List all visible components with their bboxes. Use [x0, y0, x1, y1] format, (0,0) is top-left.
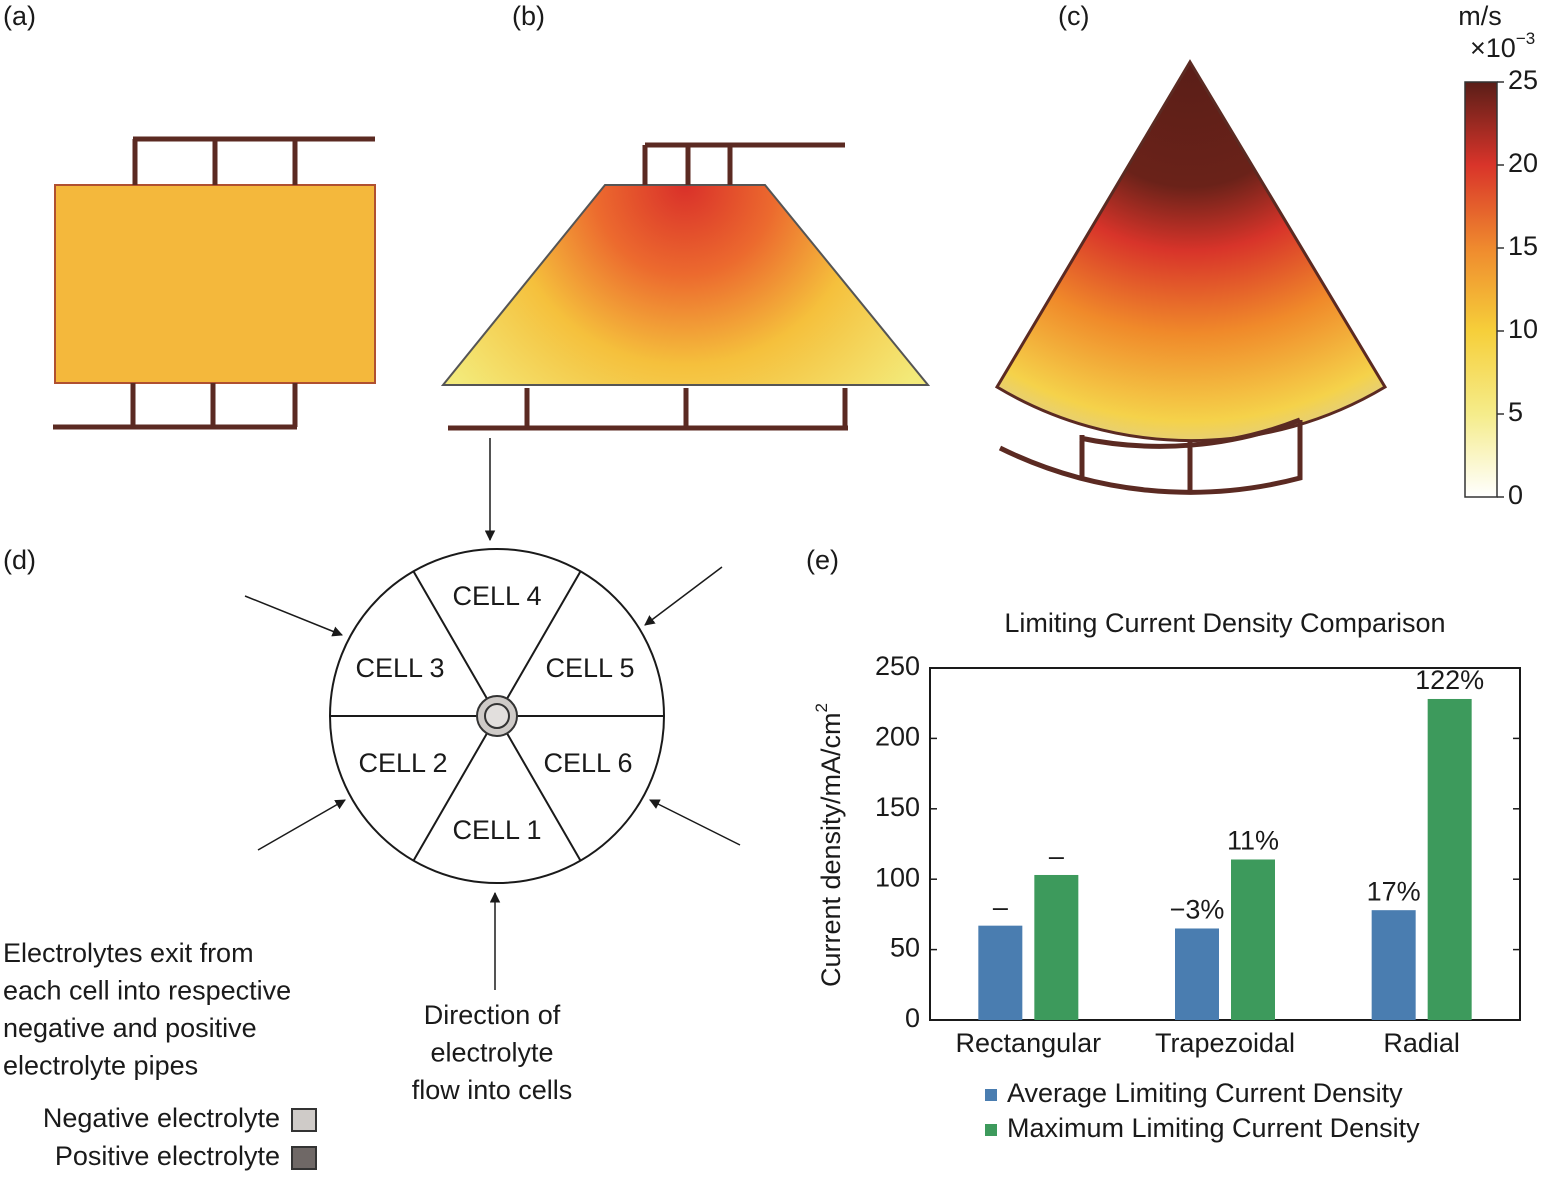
change-label: 11% — [1227, 826, 1279, 856]
legend-swatch — [291, 1108, 317, 1132]
cell-diagram — [244, 438, 741, 990]
y-axis-label: Current density/mA/cm2 — [812, 703, 846, 987]
cell-label: CELL 6 — [543, 748, 632, 778]
colorbar-tick-label: 15 — [1508, 231, 1538, 261]
y-tick-label: 0 — [905, 1003, 920, 1033]
x-tick-label: Rectangular — [956, 1028, 1102, 1058]
legend-label: Average Limiting Current Density — [1007, 1078, 1403, 1108]
change-label: −3% — [1170, 895, 1225, 925]
y-tick-label: 50 — [890, 933, 920, 963]
colorbar-multiplier: ×10−3 — [1470, 29, 1535, 63]
y-tick-label: 200 — [875, 722, 920, 752]
cell-label: CELL 1 — [452, 815, 541, 845]
change-label: 122% — [1415, 665, 1484, 695]
change-label: 17% — [1367, 876, 1421, 906]
pipes — [998, 417, 1303, 495]
panel-label: (c) — [1058, 1, 1089, 31]
x-tick-label: Trapezoidal — [1155, 1028, 1295, 1058]
colorbar-tick-label: 20 — [1508, 148, 1538, 178]
exit-note: electrolyte pipes — [3, 1051, 198, 1081]
y-axis-label-text: Current density/mA/cm — [816, 712, 846, 987]
trapezoid-cell — [440, 184, 931, 386]
panel-label: (e) — [806, 545, 839, 575]
panel-label: (d) — [3, 545, 36, 575]
x-tick-label: Radial — [1383, 1028, 1460, 1058]
colorbar-tick-label: 0 — [1508, 480, 1523, 510]
pipes — [448, 142, 848, 431]
legend-swatch — [291, 1146, 317, 1170]
bar — [1231, 859, 1275, 1020]
cell-label: CELL 3 — [355, 653, 444, 683]
y-tick-label: 100 — [875, 862, 920, 892]
flow-label: flow into cells — [412, 1075, 573, 1105]
hub-inner — [484, 703, 510, 729]
panel-label: (a) — [3, 1, 36, 31]
bar — [1175, 928, 1219, 1020]
flow-label: Direction of — [424, 1000, 561, 1030]
change-label: – — [1049, 841, 1064, 871]
colorbar-tick-label: 10 — [1508, 314, 1538, 344]
colorbar-tick-label: 5 — [1508, 397, 1523, 427]
change-label: – — [993, 892, 1008, 922]
bar — [1427, 698, 1472, 1020]
bar — [1371, 910, 1416, 1020]
exit-note: each cell into respective — [3, 976, 291, 1006]
legend-swatch — [985, 1124, 997, 1136]
legend-swatch — [985, 1089, 997, 1101]
sector-cell — [994, 59, 1388, 443]
chart-title: Limiting Current Density Comparison — [1004, 608, 1445, 638]
exit-note: Electrolytes exit from — [3, 938, 254, 968]
colorbar — [1464, 81, 1498, 498]
cell-label: CELL 5 — [545, 653, 634, 683]
y-tick-label: 250 — [875, 651, 920, 681]
cell-label: CELL 4 — [452, 581, 541, 611]
legend-label: Maximum Limiting Current Density — [1007, 1113, 1420, 1143]
y-tick-label: 150 — [875, 792, 920, 822]
y-axis-label-sup: 2 — [812, 703, 831, 712]
plot-frame — [929, 667, 1521, 1021]
exit-note: negative and positive — [3, 1013, 257, 1043]
pipes — [53, 136, 375, 430]
flow-label: electrolyte — [430, 1038, 553, 1068]
bar — [1034, 874, 1079, 1020]
cell-label: CELL 2 — [358, 748, 447, 778]
rect-cell — [54, 184, 376, 384]
colorbar-unit: m/s — [1458, 1, 1502, 31]
legend-label: Negative electrolyte — [43, 1103, 280, 1133]
colorbar-tick-label: 25 — [1508, 65, 1538, 95]
flow-arrows — [244, 438, 741, 990]
panel-label: (b) — [512, 1, 545, 31]
legend-label: Positive electrolyte — [55, 1141, 280, 1171]
bar — [978, 925, 1023, 1020]
